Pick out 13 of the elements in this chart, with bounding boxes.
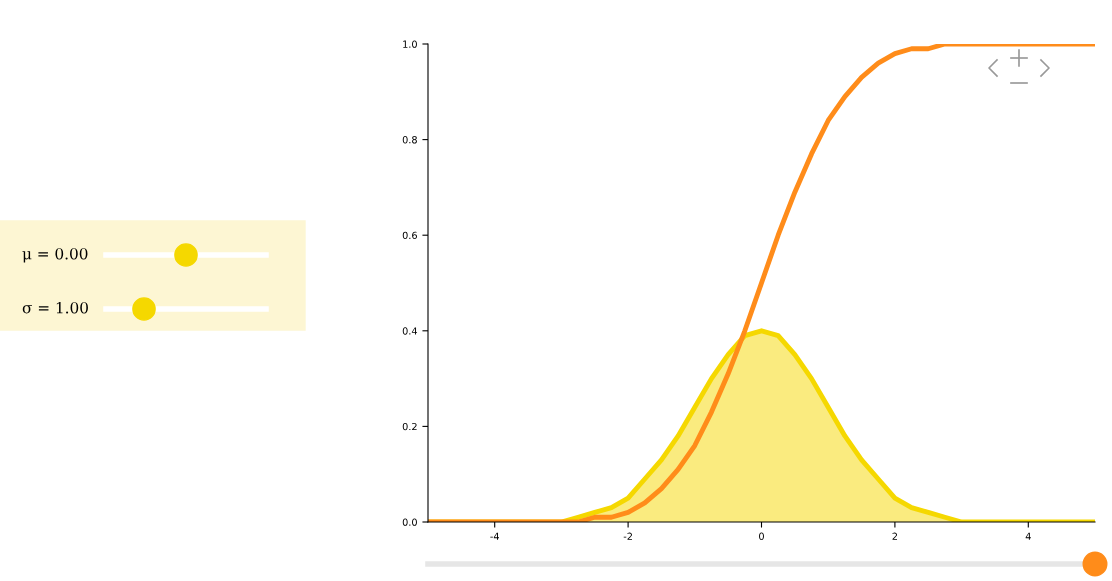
x-tick-label: -2: [623, 532, 632, 540]
x-tick-label: 4: [1025, 532, 1031, 540]
x-tick-label: 0: [759, 532, 764, 540]
text: μ = 0.00: [22, 247, 88, 263]
text: σ = 1.00: [22, 301, 88, 314]
y-tick-label: 0.6: [402, 231, 417, 240]
x-tick-label: -4: [490, 532, 499, 540]
y-tick-label: 0.4: [402, 327, 418, 335]
y-tick-label: 0.8: [402, 136, 417, 144]
y-tick-label: 1.0: [403, 40, 417, 48]
x-tick-label: 2: [892, 532, 898, 540]
y-tick-label: 0.0: [402, 518, 417, 526]
y-tick-label: 0.2: [402, 422, 417, 431]
